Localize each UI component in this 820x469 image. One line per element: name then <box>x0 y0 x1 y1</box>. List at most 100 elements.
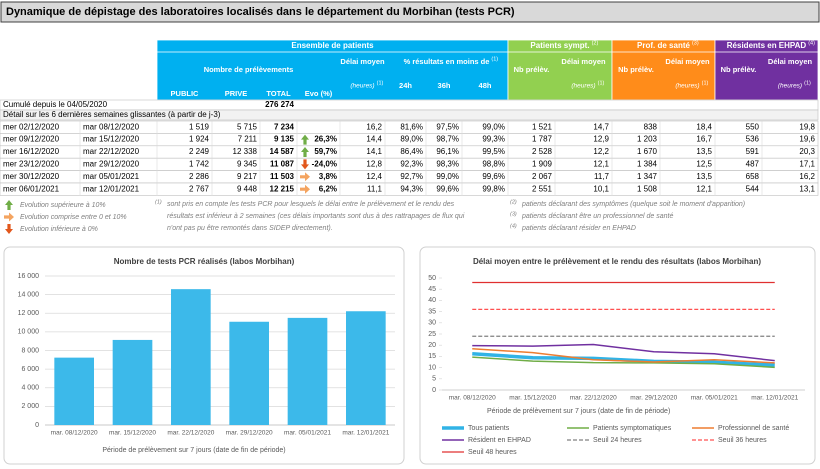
table-cell: 99,3% <box>482 135 505 144</box>
table-cell: 14 587 <box>270 147 295 156</box>
table-cell: mar 05/01/2021 <box>83 172 140 181</box>
table-cell: 17,1 <box>799 160 815 169</box>
table-cell: 2 551 <box>532 184 553 193</box>
table-cell: mer 23/12/2020 <box>3 160 60 169</box>
table-cell: 19,8 <box>799 122 815 131</box>
table-cell: 13,1 <box>799 184 815 193</box>
table-cell: 59,7% <box>314 147 337 156</box>
table-cell: 1 670 <box>637 147 658 156</box>
table-cell: 658 <box>746 172 760 181</box>
table-cell: mar 08/12/2020 <box>83 122 140 131</box>
x-tick-label: mar. 08/12/2020 <box>449 395 496 402</box>
bar <box>112 339 153 425</box>
column-header: Délai moyen <box>665 57 710 66</box>
header-bg <box>507 39 613 101</box>
bar <box>54 357 94 425</box>
table-cell: 16,2 <box>366 122 382 131</box>
legend-note: Evolution comprise entre 0 et 10% <box>20 214 127 221</box>
table-cell: 99,6% <box>482 172 505 181</box>
table-cell: 2 767 <box>189 184 210 193</box>
y-tick-label: 0 <box>35 422 39 429</box>
table-cell: 18,4 <box>696 122 712 131</box>
table-cell: mer 30/12/2020 <box>3 172 60 181</box>
table-cell: 1 347 <box>637 172 658 181</box>
column-header: 36h <box>438 81 451 90</box>
group-label: Patients sympt. <box>530 41 589 50</box>
bar <box>229 321 269 425</box>
line-series <box>472 343 775 362</box>
table-cell: mar 22/12/2020 <box>83 147 140 156</box>
y-tick-label: 35 <box>428 308 436 315</box>
column-header: PUBLIC <box>171 89 200 98</box>
footnote-ref: (1) <box>491 56 498 62</box>
detail-label: Détail sur les 6 dernières semaines glis… <box>3 110 221 119</box>
x-axis-label: Période de prélèvement sur 7 jours (date… <box>102 447 285 454</box>
footnote-mark: (1) <box>155 199 162 205</box>
group-label: Ensemble de patients <box>291 41 374 50</box>
chart-title: Délai moyen entre le prélèvement et le r… <box>473 257 761 266</box>
y-tick-label: 10 000 <box>18 329 40 336</box>
table-cell: 94,3% <box>400 184 423 193</box>
bar <box>346 311 386 425</box>
legend-label: Résident en EHPAD <box>468 437 531 444</box>
table-cell: 99,8% <box>482 184 505 193</box>
footnote-ref: (1) <box>702 80 709 86</box>
table-cell: 11,1 <box>367 184 383 193</box>
footnote-ref: (1) <box>804 80 811 86</box>
legend-note: Evolution supérieure à 10% <box>20 202 106 209</box>
y-tick-label: 15 <box>428 353 436 360</box>
table-cell: 13,5 <box>696 147 712 156</box>
cumul-total: 276 274 <box>265 100 294 109</box>
table-cell: 86,4% <box>400 147 423 156</box>
table-cell: 2 286 <box>189 172 210 181</box>
table-cell: 98,7% <box>436 135 459 144</box>
table-cell: 591 <box>746 147 760 156</box>
column-unit: (heures) <box>778 83 802 90</box>
table-cell: 7 234 <box>274 122 295 131</box>
table-cell: 9 345 <box>237 160 258 169</box>
table-cell: 19,6 <box>799 135 815 144</box>
bar <box>171 289 211 425</box>
column-header: Nb prélèv. <box>618 65 654 74</box>
row-bg <box>0 99 819 111</box>
table-cell: mar 29/12/2020 <box>83 160 140 169</box>
line-series <box>472 351 775 367</box>
table-cell: 12,4 <box>366 172 382 181</box>
y-tick-label: 8 000 <box>21 347 39 354</box>
trend-arrow <box>5 200 13 210</box>
row-bg <box>0 182 819 196</box>
x-tick-label: mar. 08/12/2020 <box>51 430 98 437</box>
x-tick-label: mar. 29/12/2020 <box>226 430 273 437</box>
trend-arrow <box>301 147 309 157</box>
legend-note: Evolution inférieure à 0% <box>20 226 98 233</box>
column-unit: (heures) <box>675 83 699 90</box>
y-tick-label: 20 <box>428 342 436 349</box>
table-cell: 99,0% <box>436 172 459 181</box>
trend-arrow <box>301 159 309 170</box>
y-tick-label: 40 <box>428 297 436 304</box>
line-series <box>472 348 775 364</box>
header-bg <box>714 39 819 101</box>
column-header: 48h <box>479 81 492 90</box>
table-cell: 544 <box>746 184 760 193</box>
table-cell: 92,3% <box>400 160 423 169</box>
table-cell: 1 521 <box>532 122 553 131</box>
column-header: TOTAL <box>266 89 291 98</box>
footnote-ref: (2) <box>592 40 599 46</box>
y-tick-label: 25 <box>428 331 436 338</box>
y-tick-label: 4 000 <box>21 385 39 392</box>
y-tick-label: 6 000 <box>21 366 39 373</box>
table-cell: 99,0% <box>482 122 505 131</box>
table-cell: 89,0% <box>400 135 423 144</box>
table-cell: 14,1 <box>366 147 382 156</box>
x-tick-label: mar. 12/01/2021 <box>751 395 798 402</box>
table-cell: 12 215 <box>270 184 295 193</box>
table-cell: 16,2 <box>799 172 815 181</box>
table-cell: 487 <box>746 160 760 169</box>
table-cell: 12,9 <box>593 135 609 144</box>
table-cell: 98,3% <box>436 160 459 169</box>
column-header: Nb prélèv. <box>721 65 757 74</box>
table-cell: 14,4 <box>366 135 382 144</box>
trend-arrow <box>300 172 310 182</box>
footnote-ref: (4) <box>808 40 815 46</box>
